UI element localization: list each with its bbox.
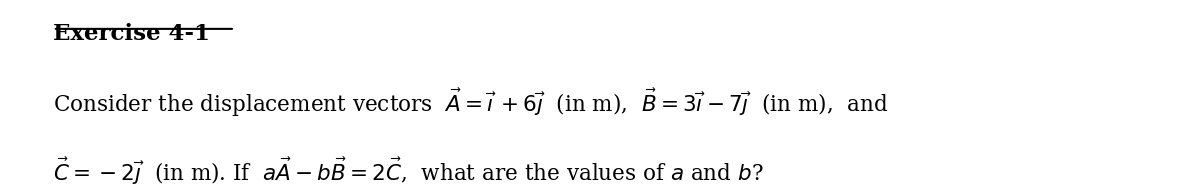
Text: $\vec{C} = -2\vec{\jmath}$  (in m). If  $a\vec{A} - b\vec{B} = 2\vec{C}$,  what : $\vec{C} = -2\vec{\jmath}$ (in m). If $a… [53,156,763,187]
Text: Exercise 4-1: Exercise 4-1 [53,23,210,45]
Text: Consider the displacement vectors  $\vec{A} = \vec{\imath}\, + 6\vec{\jmath}$  (: Consider the displacement vectors $\vec{… [53,87,888,119]
